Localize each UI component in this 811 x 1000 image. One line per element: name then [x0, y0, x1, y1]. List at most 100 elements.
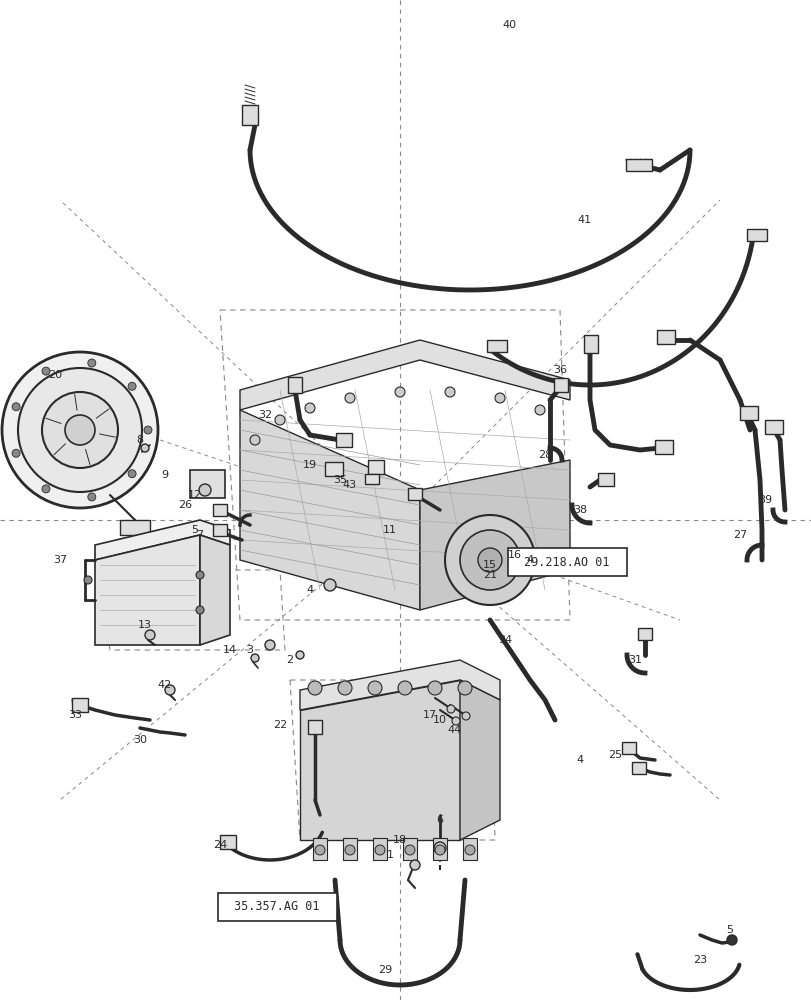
Circle shape — [324, 579, 336, 591]
Circle shape — [195, 606, 204, 614]
Circle shape — [88, 493, 96, 501]
Text: 14: 14 — [223, 645, 237, 655]
Text: 37: 37 — [53, 555, 67, 565]
Text: 15: 15 — [483, 560, 496, 570]
Text: 31: 31 — [627, 655, 642, 665]
Circle shape — [42, 392, 118, 468]
Text: 8: 8 — [136, 435, 144, 445]
Text: 29.218.AO 01: 29.218.AO 01 — [524, 556, 609, 568]
Polygon shape — [240, 340, 569, 410]
Circle shape — [444, 515, 534, 605]
Circle shape — [65, 415, 95, 445]
FancyBboxPatch shape — [508, 548, 626, 576]
Circle shape — [446, 705, 454, 713]
Bar — [242, 105, 258, 125]
Bar — [372, 838, 387, 860]
Circle shape — [444, 387, 454, 397]
Bar — [656, 330, 674, 344]
Text: 6: 6 — [436, 815, 443, 825]
Text: 43: 43 — [342, 480, 357, 490]
Text: 17: 17 — [423, 710, 436, 720]
Text: 5: 5 — [726, 925, 732, 935]
Circle shape — [452, 717, 460, 725]
Circle shape — [18, 368, 142, 492]
Circle shape — [42, 485, 50, 493]
Bar — [342, 838, 357, 860]
Circle shape — [337, 681, 351, 695]
Text: 39: 39 — [757, 495, 771, 505]
Text: 42: 42 — [157, 680, 172, 690]
Bar — [367, 460, 384, 474]
Text: 35: 35 — [333, 475, 346, 485]
Bar — [764, 420, 782, 434]
Circle shape — [12, 449, 20, 457]
Text: 13: 13 — [138, 620, 152, 630]
Text: 29: 29 — [377, 965, 392, 975]
Bar — [487, 340, 506, 352]
Text: 4: 4 — [576, 755, 583, 765]
Bar — [120, 520, 150, 535]
Bar — [312, 838, 327, 860]
Text: 32: 32 — [258, 410, 272, 420]
Bar — [307, 720, 322, 734]
Circle shape — [264, 640, 275, 650]
Bar — [637, 628, 651, 640]
Circle shape — [345, 845, 354, 855]
Circle shape — [460, 530, 519, 590]
Text: 20: 20 — [48, 370, 62, 380]
Circle shape — [145, 630, 155, 640]
Circle shape — [141, 444, 148, 452]
Circle shape — [375, 845, 384, 855]
Text: 30: 30 — [133, 735, 147, 745]
Circle shape — [367, 681, 381, 695]
Bar — [402, 838, 417, 860]
Bar — [462, 838, 476, 860]
Circle shape — [305, 403, 315, 413]
Bar — [739, 406, 757, 420]
Circle shape — [195, 571, 204, 579]
Text: 4: 4 — [526, 555, 533, 565]
Circle shape — [250, 435, 260, 445]
Bar — [625, 159, 651, 171]
Bar — [365, 474, 379, 484]
Bar — [621, 742, 635, 754]
Bar — [407, 488, 422, 500]
Bar — [336, 433, 351, 447]
Circle shape — [457, 681, 471, 695]
Polygon shape — [460, 680, 500, 840]
Circle shape — [433, 842, 445, 854]
Circle shape — [275, 415, 285, 425]
Circle shape — [84, 576, 92, 584]
Circle shape — [397, 681, 411, 695]
Circle shape — [165, 685, 175, 695]
Bar — [553, 378, 568, 392]
Circle shape — [12, 403, 20, 411]
Text: 22: 22 — [272, 720, 287, 730]
Bar — [597, 473, 613, 486]
Circle shape — [534, 405, 544, 415]
Text: 18: 18 — [393, 835, 406, 845]
Circle shape — [144, 426, 152, 434]
Circle shape — [478, 548, 501, 572]
Bar — [212, 524, 227, 536]
Circle shape — [435, 845, 444, 855]
Circle shape — [726, 935, 736, 945]
Circle shape — [128, 382, 136, 390]
Text: 19: 19 — [303, 460, 316, 470]
Circle shape — [251, 654, 259, 662]
Text: 28: 28 — [537, 450, 551, 460]
Bar — [288, 377, 302, 393]
Text: 33: 33 — [68, 710, 82, 720]
Text: 3: 3 — [247, 645, 253, 655]
Polygon shape — [95, 520, 230, 560]
Circle shape — [410, 860, 419, 870]
Circle shape — [394, 387, 405, 397]
Text: 27: 27 — [732, 530, 746, 540]
Bar — [212, 504, 227, 516]
Text: 5: 5 — [191, 525, 198, 535]
Circle shape — [42, 367, 50, 375]
Text: 35.357.AG 01: 35.357.AG 01 — [234, 900, 320, 913]
Circle shape — [495, 393, 504, 403]
Text: 40: 40 — [502, 20, 517, 30]
Text: 34: 34 — [497, 635, 512, 645]
